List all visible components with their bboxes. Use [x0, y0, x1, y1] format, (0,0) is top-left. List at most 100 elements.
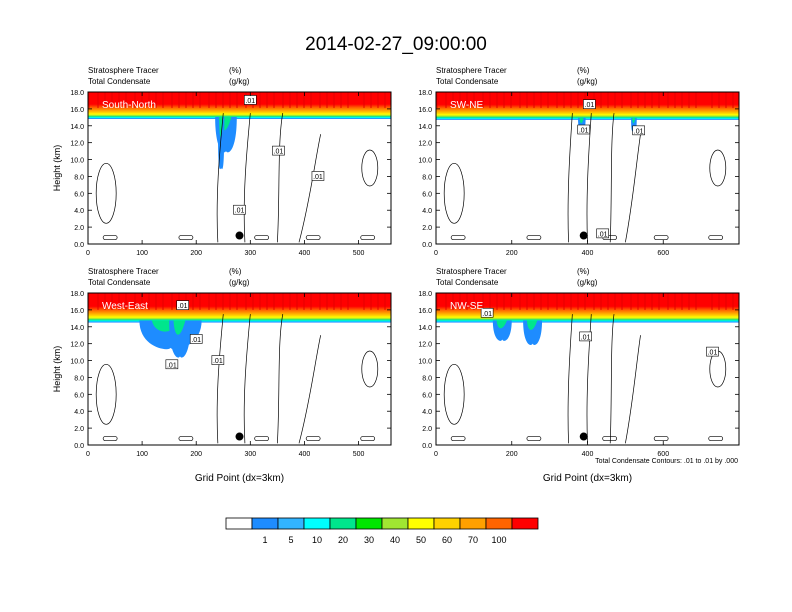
- tracer-streak: [607, 92, 609, 109]
- surface-contour: [450, 436, 466, 441]
- x-tick-label: 0: [434, 451, 438, 458]
- right-title-2: (g/kg): [577, 77, 598, 86]
- tracer-streak: [630, 92, 632, 109]
- y-tick-label: 0.0: [422, 242, 432, 249]
- tracer-streak: [215, 293, 217, 310]
- tracer-streak: [681, 293, 683, 310]
- y-tick-label: 2.0: [422, 225, 432, 232]
- y-tick-label: 8.0: [74, 375, 84, 382]
- contour-label: .01: [178, 303, 188, 310]
- colorbar-label: 60: [442, 535, 452, 545]
- surface-contour: [254, 235, 269, 240]
- tracer-streak: [222, 293, 224, 310]
- tracer-streak: [259, 92, 261, 109]
- location-marker: [579, 231, 588, 240]
- y-tick-label: 4.0: [74, 208, 84, 215]
- tracer-streak: [452, 92, 454, 109]
- tracer-streak: [570, 293, 572, 310]
- x-tick-label: 300: [244, 451, 256, 458]
- tracer-streak: [141, 92, 143, 109]
- tracer-streak: [556, 92, 558, 109]
- left-title-1: Stratosphere Tracer: [88, 66, 159, 75]
- tracer-streak: [370, 293, 372, 310]
- contour-line: [567, 113, 573, 243]
- colorbar-swatch: [485, 517, 513, 530]
- tracer-streak: [526, 92, 528, 109]
- colorbar-swatch: [251, 517, 279, 530]
- tracer-streak: [296, 293, 298, 310]
- tracer-streak: [199, 92, 201, 109]
- tracer-streak: [496, 92, 498, 109]
- tracer-streak: [540, 92, 542, 109]
- tracer-intrusion: [523, 320, 543, 346]
- y-tick-label: 16.0: [418, 107, 432, 114]
- tracer-intrusion-core: [219, 117, 223, 137]
- tracer-streak: [445, 293, 447, 310]
- tracer-intrusion-core: [173, 320, 186, 335]
- y-axis-label: Height (km): [52, 145, 62, 192]
- tracer-streak: [340, 92, 342, 109]
- contour-label-box: [577, 124, 591, 135]
- tracer-streak: [97, 293, 99, 310]
- surface-contour: [653, 436, 669, 441]
- tracer-streak: [667, 293, 669, 310]
- x-tick-label: 400: [299, 451, 311, 458]
- left-title-1: Stratosphere Tracer: [88, 267, 159, 276]
- tracer-streak: [162, 293, 164, 310]
- colorbar-label: 70: [468, 535, 478, 545]
- tracer-streak: [637, 92, 639, 109]
- x-tick-label: 400: [299, 250, 311, 257]
- tracer-streak: [303, 293, 305, 310]
- y-tick-label: 6.0: [422, 191, 432, 198]
- contour-label-box: [211, 355, 225, 365]
- tracer-streak: [637, 293, 639, 310]
- tracer-streak: [540, 293, 542, 310]
- contour-label-box: [579, 331, 592, 342]
- x-tick-label: 100: [136, 451, 148, 458]
- panel-south-north: .01 .01 .01 .01 South-North Stratosphere Trac…: [52, 66, 392, 257]
- tracer-streak: [340, 293, 342, 310]
- tracer-streak: [199, 293, 201, 310]
- tracer-streak: [125, 293, 127, 310]
- contour-label-box: [583, 99, 596, 109]
- tracer-streak: [273, 92, 275, 109]
- contour-label: .01: [581, 334, 591, 341]
- tracer-streak: [377, 293, 379, 310]
- condensate-contours: [443, 113, 727, 243]
- y-tick-label: 18.0: [418, 291, 432, 298]
- tracer-streak: [510, 293, 512, 310]
- tracer-streak: [563, 92, 565, 109]
- panel-label: West-East: [102, 301, 148, 312]
- condensate-contours: [95, 113, 379, 243]
- right-title-1: (%): [229, 66, 242, 75]
- tracer-intrusion-core: [632, 117, 636, 124]
- colorbar-swatch: [511, 517, 539, 530]
- tracer-streak: [229, 92, 231, 109]
- x-tick-label: 0: [86, 451, 90, 458]
- tracer-streak: [97, 92, 99, 109]
- y-tick-label: 0.0: [74, 443, 84, 450]
- contour-label: .01: [235, 208, 245, 215]
- plot-area: [88, 293, 391, 445]
- tracer-streak: [171, 92, 173, 109]
- tracer-streak: [644, 293, 646, 310]
- panel-label: South-North: [102, 100, 156, 111]
- tracer-streak: [695, 293, 697, 310]
- tracer-streak: [503, 293, 505, 310]
- y-tick-label: 8.0: [422, 375, 432, 382]
- tracer-streak: [526, 293, 528, 310]
- tracer-streak: [621, 293, 623, 310]
- right-title-2: (g/kg): [229, 278, 250, 287]
- tracer-streak: [266, 92, 268, 109]
- contour-label: .01: [274, 149, 284, 156]
- y-tick-label: 6.0: [74, 392, 84, 399]
- tracer-streak: [519, 293, 521, 310]
- contour-label: .01: [634, 128, 644, 135]
- contour-label-box: [706, 346, 719, 357]
- tracer-streak: [363, 293, 365, 310]
- tracer-streak: [384, 92, 386, 109]
- x-tick-label: 600: [657, 451, 669, 458]
- contour-line: [586, 314, 592, 444]
- tracer-streak: [296, 92, 298, 109]
- x-tick-label: 0: [86, 250, 90, 257]
